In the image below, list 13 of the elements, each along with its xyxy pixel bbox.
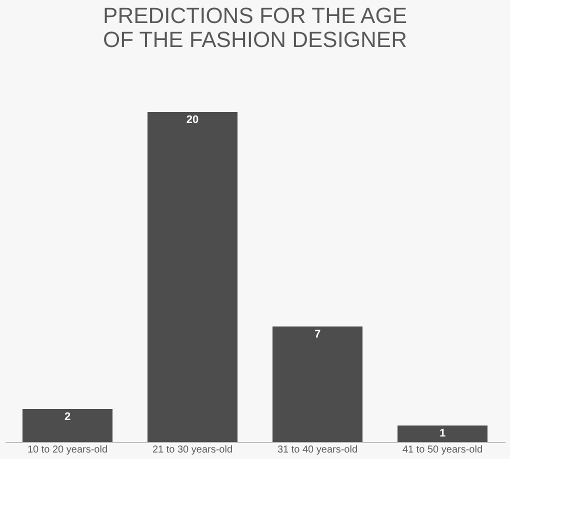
- x-tick-label: 41 to 50 years-old: [402, 444, 483, 456]
- data-label: 2: [64, 411, 71, 423]
- bar: [22, 409, 112, 442]
- data-label: 20: [186, 114, 199, 126]
- data-label: 7: [314, 328, 321, 340]
- bar: [398, 426, 488, 442]
- bar: [272, 326, 362, 442]
- x-tick-label: 31 to 40 years-old: [277, 444, 358, 456]
- data-label: 1: [439, 428, 446, 440]
- x-tick-label: 21 to 30 years-old: [152, 444, 233, 456]
- bar: [148, 112, 238, 442]
- x-tick-label: 10 to 20 years-old: [27, 444, 108, 456]
- chart-title: PREDICTIONS FOR THE AGE OF THE FASHION DESIGNER: [103, 3, 407, 52]
